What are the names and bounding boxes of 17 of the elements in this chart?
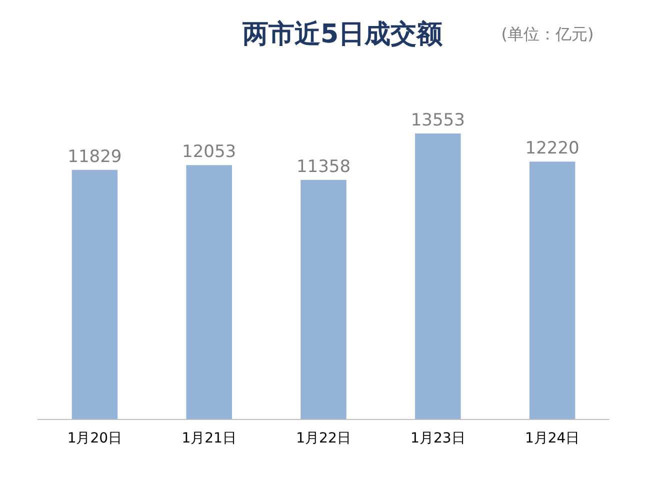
bar xyxy=(72,170,118,420)
data-label: 12053 xyxy=(182,142,236,162)
x-tick-label: 1月24日 xyxy=(524,430,580,446)
bar xyxy=(415,133,461,420)
data-label: 11829 xyxy=(68,146,122,167)
text: (单位：亿元) xyxy=(501,24,594,44)
bar xyxy=(529,162,576,420)
x-tick-label: 1月23日 xyxy=(410,430,466,446)
data-label: 12220 xyxy=(525,138,580,159)
data-label: 11358 xyxy=(296,156,351,177)
chart-title: 两市近5日成交额 xyxy=(241,20,444,50)
x-tick-label: 1月22日 xyxy=(296,430,351,446)
bar xyxy=(186,165,232,420)
x-tick-label: 1月20日 xyxy=(67,430,122,446)
bar xyxy=(300,180,346,420)
data-label: 13553 xyxy=(410,110,465,130)
x-tick-label: 1月21日 xyxy=(182,430,236,446)
